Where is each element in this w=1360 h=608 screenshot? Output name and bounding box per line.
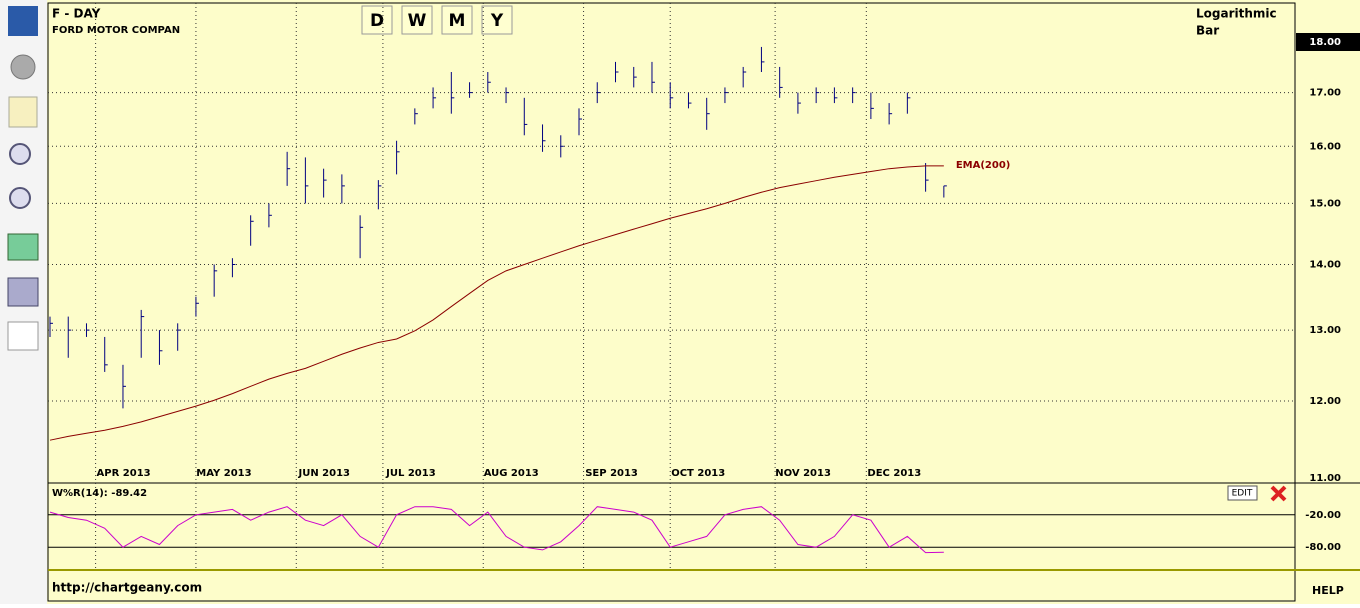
style-label: Bar <box>1196 24 1219 38</box>
timeframe-label: Y <box>490 11 504 31</box>
x-tick-label: DEC 2013 <box>867 468 921 479</box>
ema-line <box>49 165 944 441</box>
edit-icon[interactable] <box>7 321 39 351</box>
x-tick-label: OCT 2013 <box>671 468 725 479</box>
x-tick-label: JUN 2013 <box>297 468 350 479</box>
indicator-line <box>49 506 944 554</box>
timeframe-label: D <box>370 11 384 31</box>
zoom-out-icon[interactable] <box>9 187 31 209</box>
y-tick-label: 17.00 <box>1309 88 1341 99</box>
toolbar-icons <box>7 6 39 351</box>
scale-label: Logarithmic <box>1196 7 1277 21</box>
timeframe-label: M <box>449 11 466 31</box>
timeframe-button[interactable] <box>361 5 393 35</box>
edit-label: EDIT <box>1232 489 1253 499</box>
timeframe-button[interactable] <box>441 5 473 35</box>
zoom-in-icon[interactable] <box>9 143 31 165</box>
y-tick-label: 13.00 <box>1309 325 1341 336</box>
x-tick-label: NOV 2013 <box>775 468 831 479</box>
indicator-label: W%R(14): -89.42 <box>52 488 147 499</box>
symbol-title: F - DAY <box>52 7 101 21</box>
edit-button[interactable] <box>1227 485 1258 501</box>
help-label[interactable]: HELP <box>1312 584 1344 597</box>
draw-icon[interactable] <box>7 277 39 307</box>
x-tick-label: MAY 2013 <box>196 468 251 479</box>
x-tick-label: JUL 2013 <box>385 468 436 479</box>
close-icon[interactable] <box>1270 485 1287 502</box>
y-tick-label: 11.00 <box>1309 473 1341 484</box>
y-tick-label: 12.00 <box>1309 396 1341 407</box>
notes-icon[interactable] <box>8 96 38 128</box>
y-tick-label: 18.00 <box>1309 37 1341 48</box>
fullscreen-icon[interactable] <box>8 6 38 36</box>
x-tick-label: APR 2013 <box>97 468 151 479</box>
x-tick-label: AUG 2013 <box>484 468 539 479</box>
company-name: FORD MOTOR COMPAN <box>52 25 180 36</box>
timeframe-button[interactable] <box>481 5 513 35</box>
y-tick-label: 16.00 <box>1309 141 1341 152</box>
chart-icon[interactable] <box>7 233 39 261</box>
indicator-tick-label: -20.00 <box>1305 510 1341 521</box>
timeframe-label: W <box>408 11 427 31</box>
footer-url: http://chartgeany.com <box>52 581 202 595</box>
timeframe-button[interactable] <box>401 5 433 35</box>
y-tick-label: 15.00 <box>1309 198 1341 209</box>
tick-highlight <box>1296 33 1360 51</box>
series-label: EMA(200) <box>956 160 1011 171</box>
y-tick-label: 14.00 <box>1309 259 1341 270</box>
x-tick-label: SEP 2013 <box>585 468 638 479</box>
indicator-tick-label: -80.00 <box>1305 542 1341 553</box>
settings-icon[interactable] <box>10 54 36 80</box>
